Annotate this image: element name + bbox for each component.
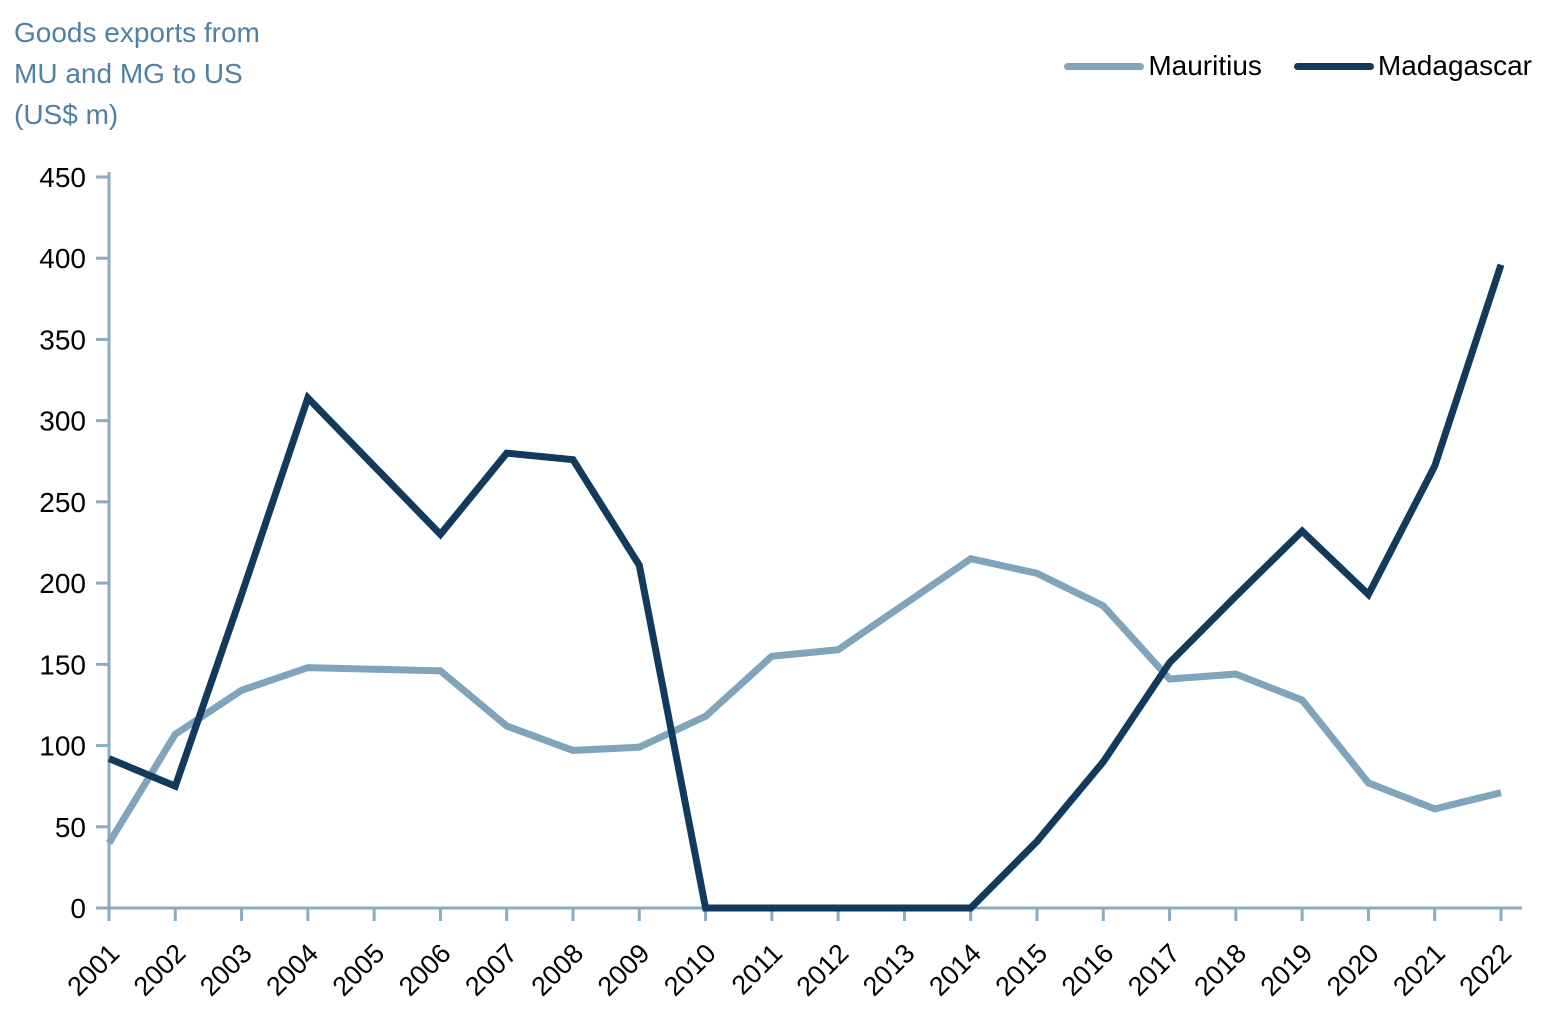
x-tick-label: 2017: [1122, 938, 1186, 1002]
legend-item-mauritius: Mauritius: [1064, 50, 1262, 82]
x-tick-label: 2009: [592, 938, 656, 1002]
x-tick-label: 2008: [526, 938, 590, 1002]
x-tick-label: 2022: [1454, 938, 1518, 1002]
x-tick-label: 2005: [327, 938, 391, 1002]
x-tick-label: 2006: [393, 938, 457, 1002]
y-tick-label: 150: [39, 649, 86, 680]
x-tick-label: 2011: [726, 938, 788, 1000]
x-tick-label: 2003: [194, 938, 258, 1002]
x-tick-label: 2019: [1255, 938, 1319, 1002]
x-tick-label: 2002: [128, 938, 192, 1002]
x-tick-label: 2016: [1056, 938, 1120, 1002]
x-tick-label: 2014: [923, 938, 987, 1002]
y-tick-label: 200: [39, 568, 86, 599]
legend-label-mauritius: Mauritius: [1148, 50, 1262, 81]
y-tick-label: 100: [39, 731, 86, 762]
x-tick-label: 2021: [1387, 938, 1451, 1002]
x-tick-label: 2020: [1321, 938, 1385, 1002]
x-tick-label: 2018: [1188, 938, 1252, 1002]
y-tick-label: 250: [39, 487, 86, 518]
mauritius-line-swatch: [1064, 62, 1145, 70]
x-tick-label: 2010: [658, 938, 722, 1002]
y-tick-label: 400: [39, 243, 86, 274]
legend-item-madagascar: Madagascar: [1293, 50, 1532, 82]
y-tick-label: 450: [39, 162, 86, 193]
legend: Mauritius Madagascar: [1064, 50, 1532, 82]
y-tick-label: 300: [39, 406, 86, 437]
x-tick-label: 2004: [260, 938, 324, 1002]
legend-label-madagascar: Madagascar: [1377, 50, 1532, 81]
y-tick-label: 50: [55, 812, 86, 843]
x-tick-label: 2007: [459, 938, 523, 1002]
x-tick-label: 2001: [62, 938, 126, 1002]
series-mauritius-line: [106, 554, 1502, 845]
y-tick-label: 0: [70, 893, 86, 924]
x-tick-label: 2015: [990, 938, 1054, 1002]
madagascar-line-swatch: [1293, 62, 1374, 70]
y-tick-label: 350: [39, 324, 86, 355]
x-tick-label: 2012: [791, 938, 855, 1002]
series-madagascar-line: [107, 263, 1505, 912]
chart-title: Goods exports from MU and MG to US (US$ …: [14, 17, 260, 130]
x-tick-label: 2013: [857, 938, 921, 1002]
